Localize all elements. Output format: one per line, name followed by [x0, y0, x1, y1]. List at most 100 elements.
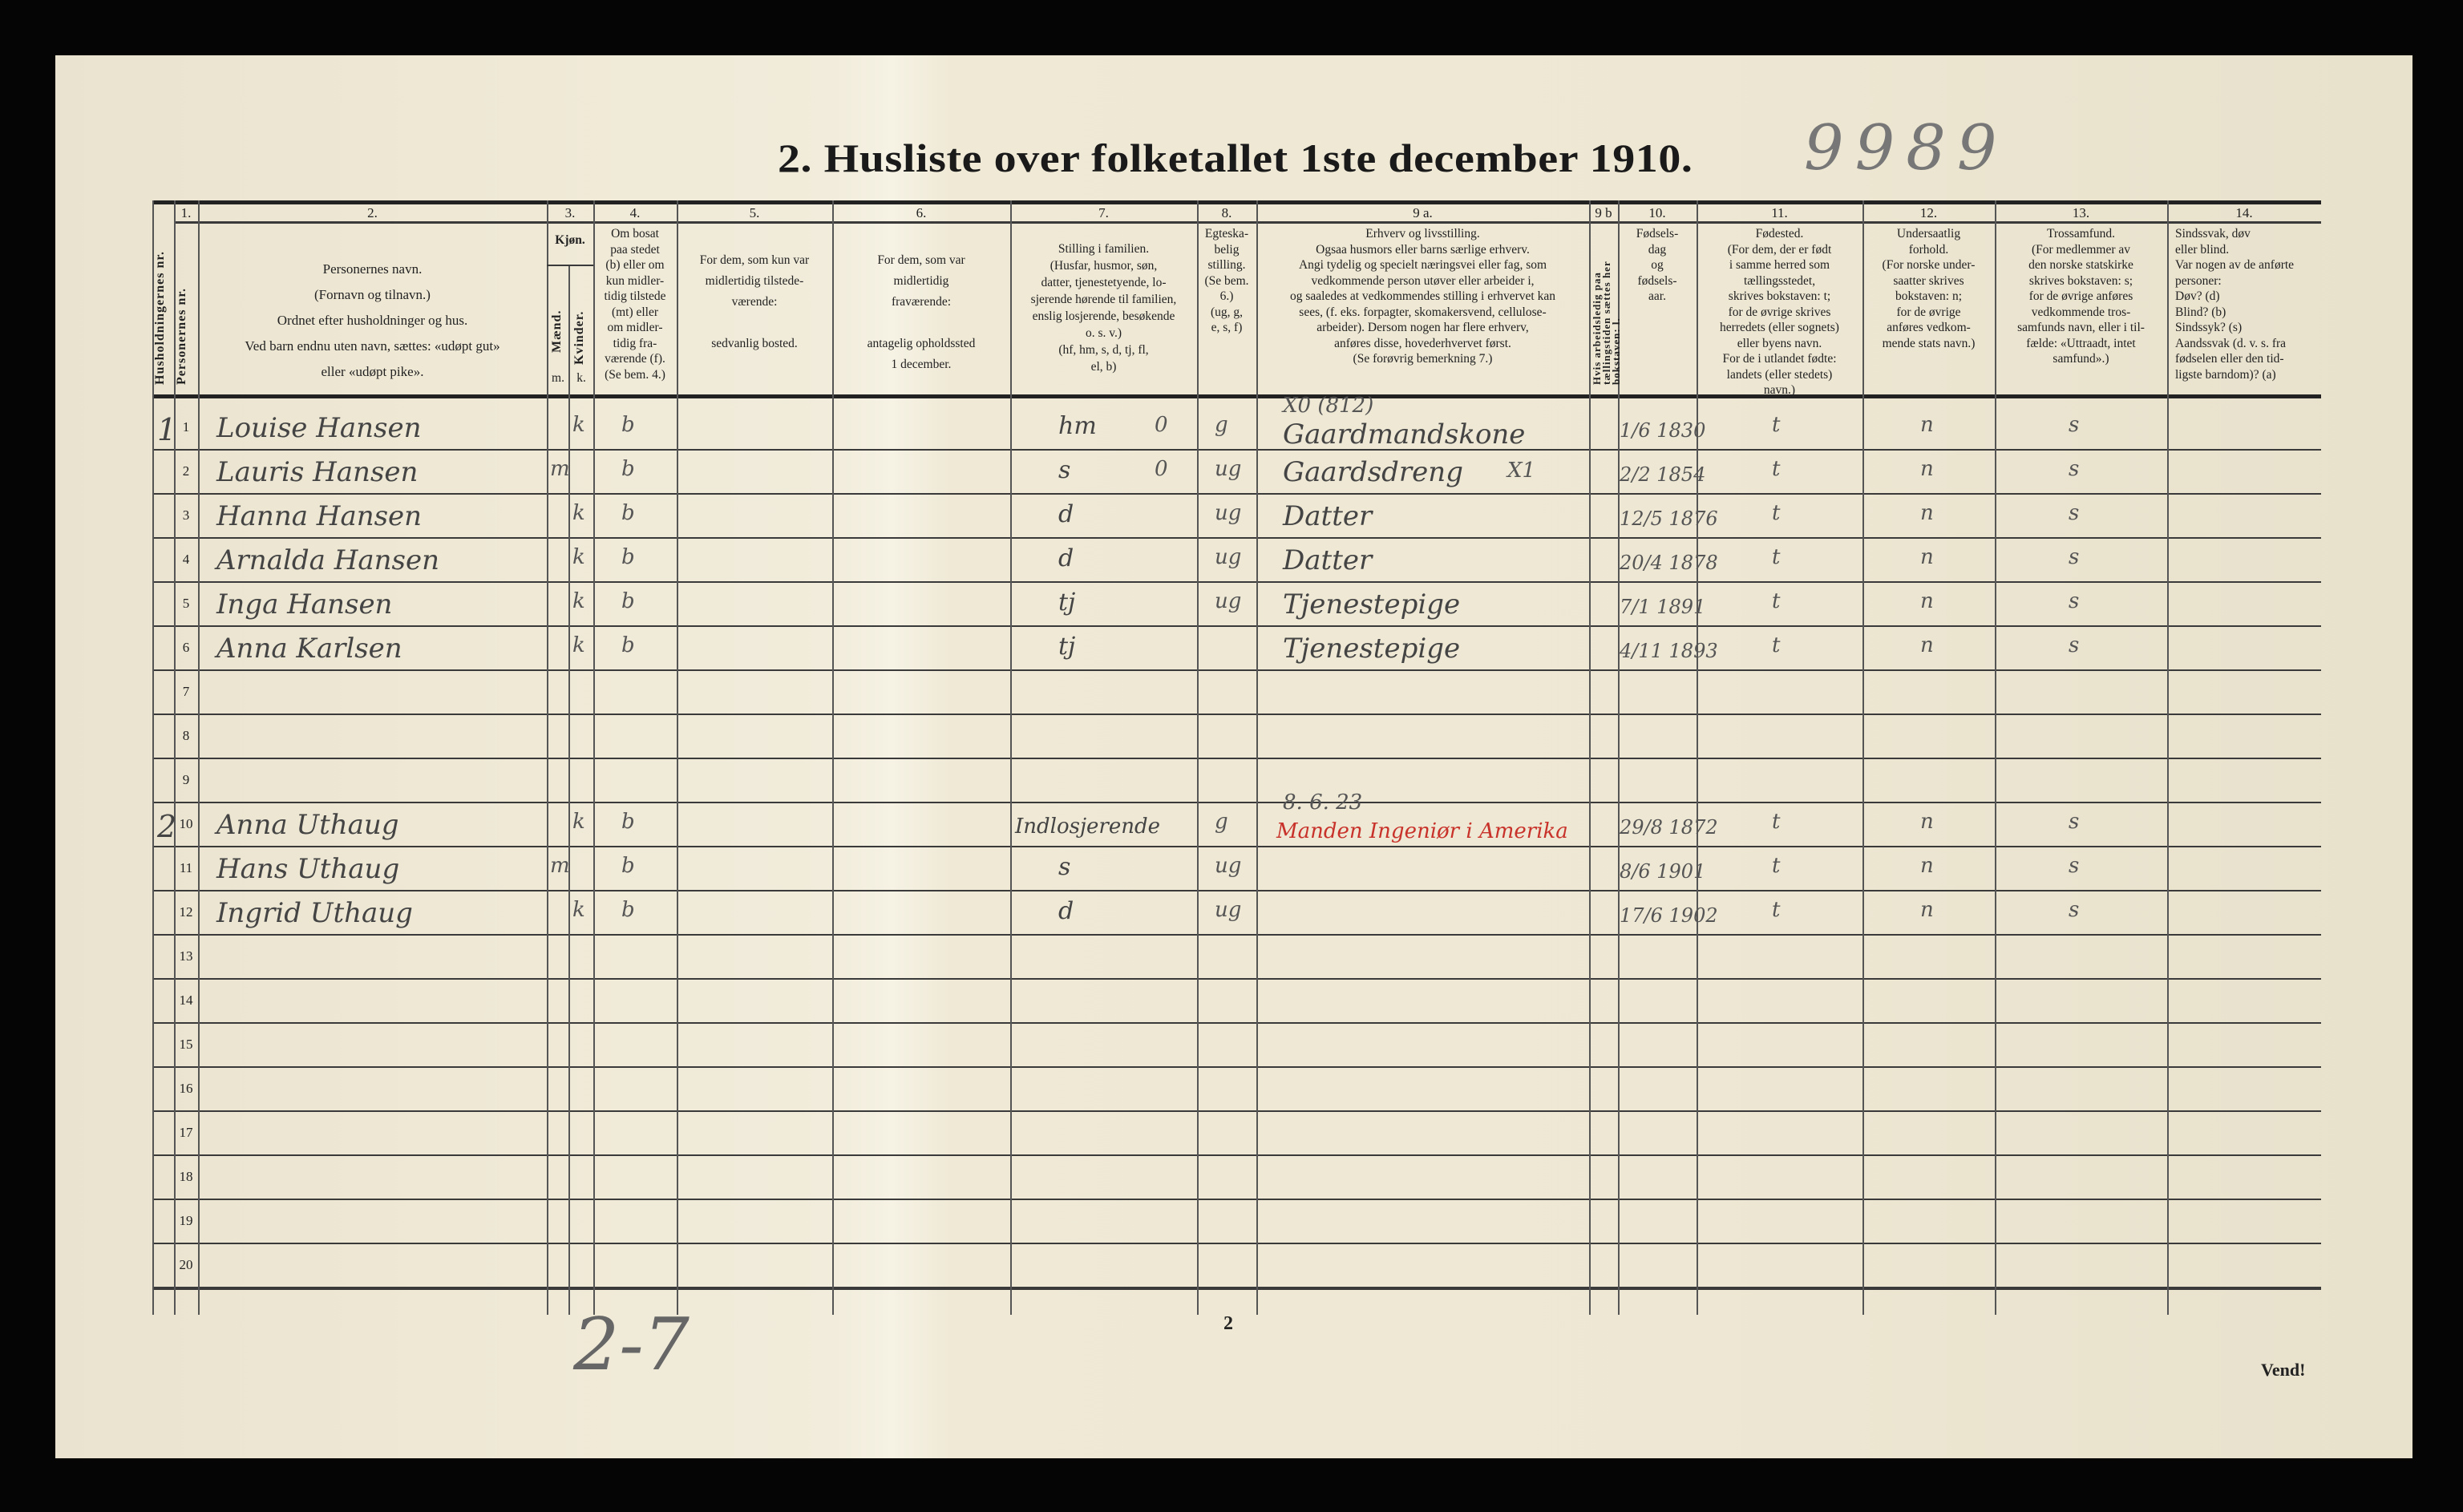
- row-rule: [152, 846, 2321, 847]
- column-rule: [198, 200, 200, 1315]
- birth-date: 4/11 1893: [1620, 640, 1718, 662]
- religion: s: [2069, 589, 2080, 613]
- religion: s: [2069, 633, 2080, 657]
- header-temp_present: For dem, som kun var midlertidig tilsted…: [699, 253, 810, 350]
- header-disability: Sindssvak, døv eller blind. Var nogen av…: [2175, 227, 2295, 382]
- religion: s: [2069, 501, 2080, 525]
- header-sex-female: Kvinder.: [572, 310, 586, 365]
- marital-status: ug: [1215, 898, 1242, 922]
- row-rule: [152, 934, 2321, 936]
- header-residence: Om bosat paa stedet (b) eller om kun mid…: [604, 227, 666, 382]
- pencil-tally: 2-7: [573, 1303, 690, 1387]
- header-number-family: 7.: [1098, 205, 1109, 220]
- person-number: 8: [182, 728, 190, 743]
- header-number-person: 1.: [180, 205, 192, 220]
- table-row: [152, 669, 2321, 714]
- header-birth: Fødsels- dag og fødsels- aar.: [1636, 227, 1679, 303]
- marital-status: ug: [1215, 589, 1242, 613]
- occupation: Datter: [1283, 500, 1373, 532]
- citizenship: n: [1920, 501, 1934, 525]
- row-rule: [152, 714, 2321, 715]
- header-number-name: 2.: [367, 205, 378, 220]
- header-temp_absent: For dem, som var midlertidig fraværende:…: [867, 253, 976, 371]
- marital-status: g: [1215, 810, 1228, 834]
- header-number-disability: 14.: [2235, 205, 2253, 220]
- row-rule: [152, 1022, 2321, 1024]
- table-row: [152, 802, 2321, 846]
- family-position: d: [1058, 500, 1074, 528]
- header-sex-male: Mænd.: [550, 309, 564, 353]
- birthplace: t: [1772, 633, 1781, 657]
- person-number: 20: [179, 1257, 193, 1272]
- table-row: [152, 934, 2321, 978]
- column-rule: [677, 200, 678, 1315]
- column-rule: [2167, 200, 2169, 1315]
- person-name: Louise Hansen: [216, 412, 422, 444]
- person-number: 12: [179, 904, 193, 920]
- citizenship: n: [1920, 633, 1934, 657]
- occupation: Tjenestepige: [1283, 588, 1461, 621]
- household-number: 1: [157, 412, 177, 447]
- person-name: Anna Karlsen: [216, 633, 402, 665]
- residence-status: b: [621, 898, 635, 922]
- row-rule: [152, 978, 2321, 980]
- family-position: tj: [1058, 633, 1076, 661]
- occupation: Gaardmandskone: [1283, 418, 1526, 451]
- person-number: 11: [179, 860, 193, 875]
- citizenship: n: [1920, 413, 1934, 437]
- row-rule: [152, 1154, 2321, 1156]
- birth-date: 29/8 1872: [1620, 816, 1718, 839]
- birth-date: 2/2 1854: [1620, 463, 1706, 486]
- person-number: 3: [182, 507, 190, 523]
- table-row: [152, 1110, 2321, 1154]
- sex-female-mark: k: [572, 810, 585, 834]
- religion: s: [2069, 854, 2080, 878]
- birth-date: 8/6 1901: [1620, 860, 1706, 883]
- header-bottom-rule: [152, 394, 2321, 398]
- top-rule: [152, 200, 2321, 204]
- birth-date: 20/4 1878: [1620, 552, 1718, 574]
- citizenship: n: [1920, 854, 1934, 878]
- header-k-label: k.: [576, 371, 586, 385]
- religion: s: [2069, 898, 2080, 922]
- religion: s: [2069, 413, 2080, 437]
- marital-status: ug: [1215, 457, 1242, 481]
- person-name: Inga Hansen: [216, 588, 393, 621]
- citizenship: n: [1920, 810, 1934, 834]
- religion: s: [2069, 545, 2080, 569]
- citizenship: n: [1920, 898, 1934, 922]
- header-number-occupation: 9 a.: [1413, 205, 1433, 220]
- occupation-red-ink-note: Manden Ingeniør i Amerika: [1276, 819, 1568, 843]
- occupation-annotation: X0 (812): [1283, 394, 1374, 418]
- occupation-annotation: 8. 6. 23: [1283, 790, 1363, 815]
- census-form-page: [55, 55, 2412, 1458]
- row-rule: [152, 1243, 2321, 1244]
- marital-status: ug: [1215, 501, 1242, 525]
- person-number: 13: [179, 948, 193, 964]
- header-number-temp_absent: 6.: [916, 205, 927, 220]
- sex-female-mark: k: [572, 633, 585, 657]
- person-number: 2: [182, 463, 190, 479]
- birthplace: t: [1772, 810, 1781, 834]
- citizenship: n: [1920, 457, 1934, 481]
- religion: s: [2069, 457, 2080, 481]
- citizenship: n: [1920, 545, 1934, 569]
- residence-status: b: [621, 413, 635, 437]
- column-rule: [832, 200, 834, 1315]
- table-row: [152, 1154, 2321, 1199]
- header-number-marital: 8.: [1221, 205, 1232, 220]
- person-number: 1: [182, 419, 190, 435]
- row-rule: [152, 449, 2321, 451]
- column-rule: [1618, 200, 1620, 1315]
- table-row: [152, 1243, 2321, 1287]
- birthplace: t: [1772, 898, 1781, 922]
- birth-date: 1/6 1830: [1620, 419, 1706, 442]
- form-title: 2. Husliste over folketallet 1ste decemb…: [778, 135, 1693, 180]
- row-rule: [152, 493, 2321, 495]
- header-religion: Trossamfund. (For medlemmer av den norsk…: [2017, 227, 2145, 366]
- sex-sub-rule: [547, 265, 593, 266]
- row-rule: [152, 758, 2321, 759]
- residence-status: b: [621, 633, 635, 657]
- column-rule: [1995, 200, 1996, 1315]
- column-rule: [1197, 200, 1199, 1315]
